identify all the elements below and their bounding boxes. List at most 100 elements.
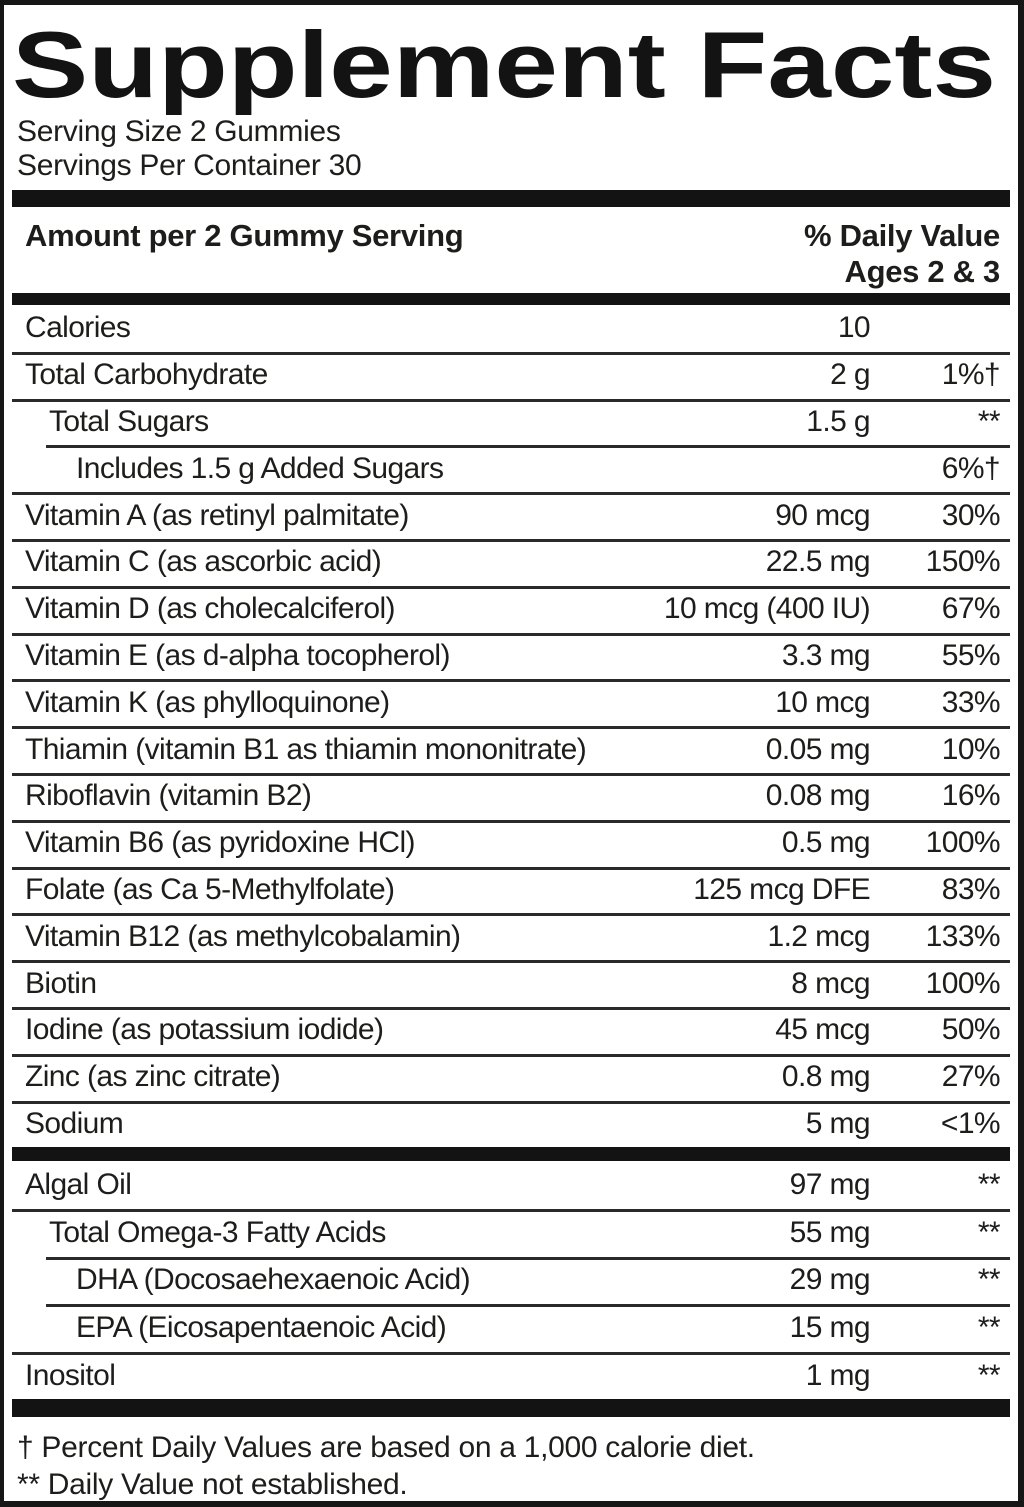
nutrient-dv: 1%† [941,358,1001,392]
footnote-dagger: † Percent Daily Values are based on a 1,… [17,1431,755,1465]
table-row: EPA (Eicosapentaenoic Acid) 15 mg ** [12,1304,1010,1352]
table-row: Vitamin E (as d-alpha tocopherol) 3.3 mg… [12,632,1010,680]
nutrient-name: Vitamin K (as phylloquinone) [25,685,390,719]
nutrient-amount: 15 mg [789,1310,871,1344]
nutrient-dv: <1% [940,1106,1001,1140]
table-row: Biotin 8 mcg 100% [12,960,1010,1007]
table-row: Folate (as Ca 5-Methylfolate) 125 mcg DF… [12,866,1010,914]
nutrient-dv: 67% [941,592,1001,626]
nutrient-name: Includes 1.5 g Added Sugars [76,451,444,485]
nutrient-amount: 3.3 mg [781,638,871,672]
nutrient-dv: ** [977,1215,1001,1249]
nutrient-name: Vitamin B6 (as pyridoxine HCl) [25,826,416,860]
nutrient-amount: 0.05 mg [765,732,871,766]
table-row: Thiamin (vitamin B1 as thiamin mononitra… [12,726,1010,773]
serving-size-line: Serving Size 2 Gummies [17,115,341,148]
nutrient-dv: ** [977,1310,1001,1344]
nutrient-amount: 97 mg [789,1168,871,1202]
nutrient-dv: ** [977,1263,1001,1297]
top-divider-bar [12,190,1010,207]
nutrient-dv: 133% [925,919,1001,953]
table-row: Sodium 5 mg <1% [12,1100,1010,1148]
nutrient-dv: 83% [941,872,1001,906]
section-divider-bar [12,1147,1010,1162]
table-row: Vitamin C (as ascorbic acid) 22.5 mg 150… [12,538,1010,586]
nutrient-amount: 1 mg [805,1358,871,1392]
table-row: Iodine (as potassium iodide) 45 mcg 50% [12,1006,1010,1054]
nutrient-name: Iodine (as potassium iodide) [25,1013,384,1047]
footnotes: † Percent Daily Values are based on a 1,… [17,1429,1018,1502]
nutrient-name: Total Sugars [49,404,209,438]
nutrient-dv: ** [977,1168,1001,1202]
table-row: Total Omega-3 Fatty Acids 55 mg ** [12,1208,1010,1257]
nutrient-amount: 8 mcg [791,966,870,1000]
nutrient-name: Thiamin (vitamin B1 as thiamin mononitra… [25,732,587,766]
table-row: Vitamin B6 (as pyridoxine HCl) 0.5 mg 10… [12,819,1010,867]
nutrient-name: Vitamin B12 (as methylcobalamin) [25,919,461,953]
header-divider-bar [12,293,1010,305]
nutrient-amount: 22.5 mg [765,545,871,579]
table-row: Total Sugars 1.5 g ** [12,398,1010,446]
table-row: Algal Oil 97 mg ** [12,1161,1010,1209]
nutrient-name: Algal Oil [25,1168,132,1202]
column-header-amount: Amount per 2 Gummy Serving [25,218,464,253]
nutrient-amount: 1.2 mcg [767,919,870,953]
nutrient-dv: 50% [941,1013,1001,1047]
nutrient-dv: 33% [941,685,1001,719]
column-header-daily-value: % Daily Value Ages 2 & 3 [804,218,1010,290]
nutrient-name: Inositol [25,1358,116,1392]
nutrient-amount: 10 mcg (400 IU) [663,592,871,626]
nutrient-dv: 100% [925,826,1001,860]
nutrient-dv: 30% [941,498,1001,532]
nutrient-amount: 45 mcg [775,1013,870,1047]
table-row: Total Carbohydrate 2 g 1%† [12,351,1010,399]
table-row: Vitamin A (as retinyl palmitate) 90 mcg … [12,492,1010,539]
nutrient-name: Total Carbohydrate [25,358,268,392]
panel-title: Supplement Facts [12,15,996,115]
nutrient-name: Biotin [25,966,97,1000]
nutrient-dv: 100% [925,966,1001,1000]
nutrient-name: Calories [25,311,131,345]
table-row: Inositol 1 mg ** [12,1351,1010,1400]
daily-value-ages-line: Ages 2 & 3 [844,254,1000,289]
nutrient-dv: ** [977,1358,1001,1392]
nutrient-amount: 125 mcg DFE [693,872,870,906]
nutrient-amount: 0.08 mg [765,779,871,813]
table-row: Vitamin K (as phylloquinone) 10 mcg 33% [12,679,1010,726]
nutrient-amount: 90 mcg [775,498,870,532]
servings-per-container-line: Servings Per Container 30 [17,149,362,182]
nutrient-amount: 10 [837,311,871,345]
nutrient-amount: 10 mcg [775,685,870,719]
nutrient-amount: 5 mg [805,1106,871,1140]
footnote-double-asterisk: ** Daily Value not established. [17,1468,408,1502]
table-row: Zinc (as zinc citrate) 0.8 mg 27% [12,1053,1010,1101]
nutrient-name: DHA (Docosaehexaenoic Acid) [76,1263,471,1297]
nutrient-dv: 27% [941,1060,1001,1094]
nutrient-name: Folate (as Ca 5-Methylfolate) [25,872,395,906]
nutrient-amount: 0.8 mg [781,1060,871,1094]
nutrient-amount: 29 mg [789,1263,871,1297]
nutrient-amount: 1.5 g [806,404,870,438]
nutrient-name: Vitamin C (as ascorbic acid) [25,545,382,579]
table-row: Includes 1.5 g Added Sugars 6%† [12,445,1010,492]
nutrient-amount: 0.5 mg [781,826,871,860]
nutrient-dv: 55% [941,638,1001,672]
nutrient-name: Zinc (as zinc citrate) [25,1060,281,1094]
nutrient-dv: 6%† [941,451,1001,485]
nutrient-name: Vitamin E (as d-alpha tocopherol) [25,638,450,672]
nutrient-dv: ** [977,404,1001,438]
nutrient-name: Vitamin A (as retinyl palmitate) [25,498,409,532]
table-row: DHA (Docosaehexaenoic Acid) 29 mg ** [12,1256,1010,1305]
daily-value-label: % Daily Value [804,218,1000,253]
nutrient-dv: 10% [941,732,1001,766]
nutrient-name: Sodium [25,1106,124,1140]
nutrient-name: EPA (Eicosapentaenoic Acid) [76,1310,447,1344]
nutrient-amount: 2 g [830,358,871,392]
panel-title-svg: Supplement Facts [12,12,996,117]
table-row: Vitamin D (as cholecalciferol) 10 mcg (4… [12,585,1010,633]
nutrient-name: Vitamin D (as cholecalciferol) [25,592,396,626]
column-header: Amount per 2 Gummy Serving % Daily Value… [12,207,1010,293]
table-row: Vitamin B12 (as methylcobalamin) 1.2 mcg… [12,913,1010,960]
table-row: Calories 10 [12,305,1010,352]
